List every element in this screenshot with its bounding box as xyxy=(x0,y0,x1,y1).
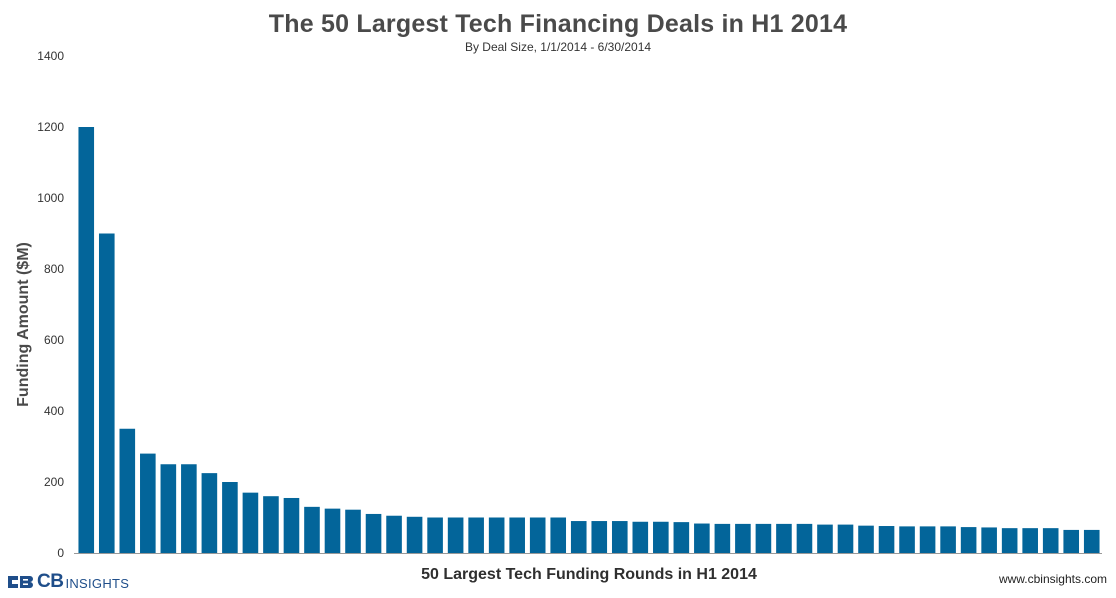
bar xyxy=(140,453,156,553)
bar-series xyxy=(78,127,1100,554)
bar xyxy=(98,233,115,553)
cb-logo-icon xyxy=(8,576,33,588)
bar xyxy=(632,521,649,553)
bar xyxy=(242,492,259,553)
logo-text-cb: CB xyxy=(37,571,64,592)
y-tick-label: 0 xyxy=(57,546,64,560)
bar xyxy=(878,526,895,553)
bar xyxy=(714,523,731,553)
bar xyxy=(591,521,608,553)
chart-title: The 50 Largest Tech Financing Deals in H… xyxy=(268,10,848,38)
bar xyxy=(345,509,361,553)
y-tick-label: 400 xyxy=(44,404,64,418)
y-tick-label: 800 xyxy=(44,262,64,276)
bar xyxy=(550,517,567,553)
website-url: www.cbinsights.com xyxy=(998,572,1107,586)
bar xyxy=(468,517,484,553)
bar xyxy=(817,524,833,553)
bar xyxy=(488,517,505,553)
bar xyxy=(1042,528,1059,553)
bar xyxy=(653,521,669,553)
bar xyxy=(201,473,218,554)
bar xyxy=(837,524,854,553)
bar xyxy=(529,517,546,553)
bar xyxy=(611,521,628,553)
bar xyxy=(1022,528,1038,553)
y-tick-label: 1200 xyxy=(37,120,64,134)
bar xyxy=(1083,529,1100,553)
bar xyxy=(919,526,936,554)
bar xyxy=(181,464,197,553)
bar xyxy=(365,513,382,553)
bar xyxy=(776,523,792,553)
bar xyxy=(304,506,320,553)
bar xyxy=(222,482,238,553)
cb-insights-logo: CB INSIGHTS xyxy=(6,571,129,593)
y-tick-label: 1000 xyxy=(37,191,64,205)
bar xyxy=(324,508,341,554)
bar xyxy=(673,522,690,553)
bar xyxy=(119,428,136,553)
bar xyxy=(899,526,915,554)
bar xyxy=(283,497,300,553)
bar xyxy=(78,127,95,553)
bar xyxy=(796,523,813,553)
bar xyxy=(509,517,525,553)
bar xyxy=(406,516,423,553)
bar xyxy=(1063,529,1080,553)
bar xyxy=(735,523,751,553)
y-axis-label: Funding Amount ($M) xyxy=(15,242,32,407)
bar xyxy=(960,527,977,553)
bar xyxy=(263,496,279,553)
logo-text-insights: INSIGHTS xyxy=(65,576,130,591)
y-tick-label: 600 xyxy=(44,333,64,347)
bar xyxy=(447,517,464,553)
bar xyxy=(1001,528,1018,553)
bar xyxy=(570,521,587,553)
bar xyxy=(694,523,710,553)
bar xyxy=(427,517,443,553)
bar xyxy=(858,525,874,553)
bar xyxy=(386,515,402,553)
bar xyxy=(755,523,772,553)
x-axis-label: 50 Largest Tech Funding Rounds in H1 201… xyxy=(421,566,757,583)
chart-subtitle: By Deal Size, 1/1/2014 - 6/30/2014 xyxy=(464,40,652,54)
bar xyxy=(160,464,177,553)
y-tick-label: 1400 xyxy=(37,49,64,63)
y-tick-label: 200 xyxy=(44,475,64,489)
bar xyxy=(940,526,956,554)
bar xyxy=(981,527,997,553)
y-axis-ticks: 0 200 400 600 800 1000 1200 1400 xyxy=(37,49,64,560)
